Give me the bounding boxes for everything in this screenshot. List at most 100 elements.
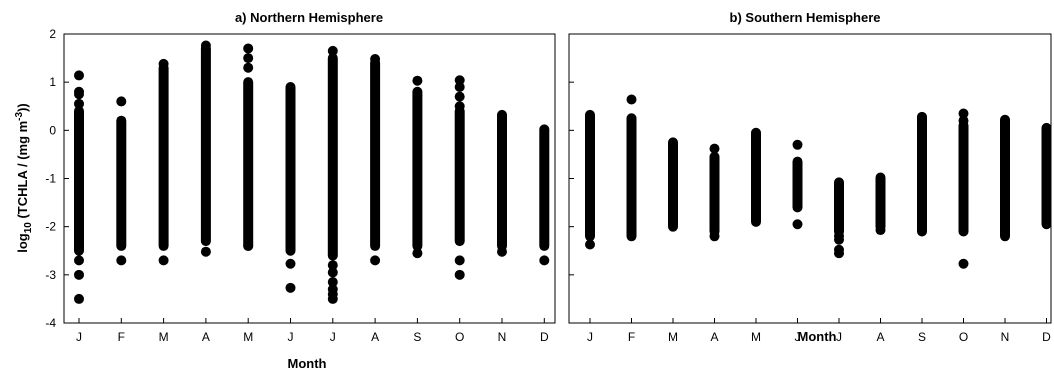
data-point [74, 269, 84, 280]
data-point [74, 70, 84, 81]
data-point-cluster [74, 106, 84, 256]
data-point-cluster [875, 172, 886, 232]
data-point [327, 277, 338, 288]
data-point-cluster [626, 113, 637, 242]
data-point [243, 43, 254, 54]
data-point-cluster [539, 125, 550, 251]
panel-b-y-axis [569, 33, 574, 324]
data-point-cluster [1041, 122, 1052, 230]
data-point [74, 255, 84, 266]
data-point [327, 284, 338, 295]
y-tick-label: -2 [45, 220, 56, 234]
y-tick-label: -4 [45, 316, 56, 330]
data-point [792, 139, 803, 150]
data-point [200, 246, 211, 257]
x-tick-label: F [628, 330, 635, 344]
data-point [285, 258, 296, 269]
x-tick-label: O [959, 330, 968, 344]
x-tick-label: A [876, 330, 884, 344]
data-point-cluster [917, 111, 927, 237]
data-point [834, 244, 844, 255]
data-point [285, 282, 296, 293]
x-tick-label: A [202, 330, 210, 344]
x-tick-label: M [751, 330, 761, 344]
data-point [626, 94, 637, 105]
y-tick-label: -1 [45, 172, 56, 186]
data-point [412, 248, 423, 259]
data-point-cluster [497, 110, 507, 251]
x-tick-label: M [668, 330, 678, 344]
data-point [412, 75, 423, 86]
x-tick-label: M [243, 330, 253, 344]
x-tick-label: J [330, 330, 336, 344]
x-tick-label: A [371, 330, 379, 344]
data-point [875, 225, 886, 236]
data-point [158, 255, 169, 266]
data-point [454, 91, 465, 102]
x-tick-label: D [540, 330, 549, 344]
data-point-cluster [834, 177, 844, 237]
data-point [792, 219, 803, 230]
data-point [74, 98, 84, 109]
data-point-cluster [454, 106, 465, 247]
x-tick-label: J [836, 330, 842, 344]
y-tick-label: 1 [49, 75, 56, 89]
data-point [200, 40, 211, 51]
data-point [834, 231, 844, 242]
data-point-cluster [412, 86, 423, 251]
x-tick-label: A [710, 330, 718, 344]
data-point-cluster [668, 137, 678, 232]
data-point-cluster [792, 156, 803, 213]
data-point [116, 96, 127, 107]
panel-b-data-points [585, 94, 1052, 269]
data-point [709, 231, 720, 242]
data-point [454, 255, 465, 266]
data-point [327, 260, 338, 271]
data-point [327, 45, 338, 56]
panel-southern-hemisphere: b) Southern Hemisphere J F M A M J J A S O N D Mont… [568, 10, 1052, 344]
data-point-cluster [243, 77, 254, 251]
data-point [454, 81, 465, 92]
panel-b-title: b) Southern Hemisphere [730, 10, 881, 25]
data-point [497, 246, 507, 257]
x-tick-label: M [159, 330, 169, 344]
panel-a-data-points [74, 40, 550, 304]
data-point-cluster [1000, 114, 1010, 242]
y-tick-label: 2 [49, 27, 56, 41]
data-point [709, 143, 720, 154]
data-point-cluster [751, 127, 761, 227]
x-tick-label: D [1042, 330, 1051, 344]
data-point [539, 124, 550, 135]
data-point-cluster [709, 151, 720, 237]
x-tick-label: J [288, 330, 294, 344]
data-point [454, 269, 465, 280]
data-point-cluster [158, 62, 169, 251]
x-tick-label: J [76, 330, 82, 344]
y-tick-label: 0 [49, 123, 56, 137]
x-tick-label: J [795, 330, 801, 344]
panel-a-plot-frame [63, 33, 556, 324]
data-point [497, 109, 507, 120]
data-point-cluster [285, 81, 296, 256]
data-point-cluster [200, 43, 211, 247]
data-point [243, 53, 254, 64]
x-tick-label: F [118, 330, 125, 344]
data-point [585, 239, 595, 250]
x-tick-label: S [413, 330, 421, 344]
data-point [958, 108, 969, 119]
panel-a-y-axis-label: log10 (TCHLA / (mg m-3)) [14, 103, 34, 253]
x-tick-label: S [918, 330, 926, 344]
data-point-cluster [370, 57, 381, 251]
data-point [243, 62, 254, 73]
data-point [158, 58, 169, 69]
data-point [74, 293, 84, 304]
data-point-cluster [327, 53, 338, 261]
y-tick-label: -3 [45, 268, 56, 282]
x-tick-label: N [498, 330, 507, 344]
panel-b-plot-frame [568, 33, 1052, 324]
x-tick-label: J [587, 330, 593, 344]
x-tick-label: O [455, 330, 464, 344]
data-point [454, 101, 465, 112]
